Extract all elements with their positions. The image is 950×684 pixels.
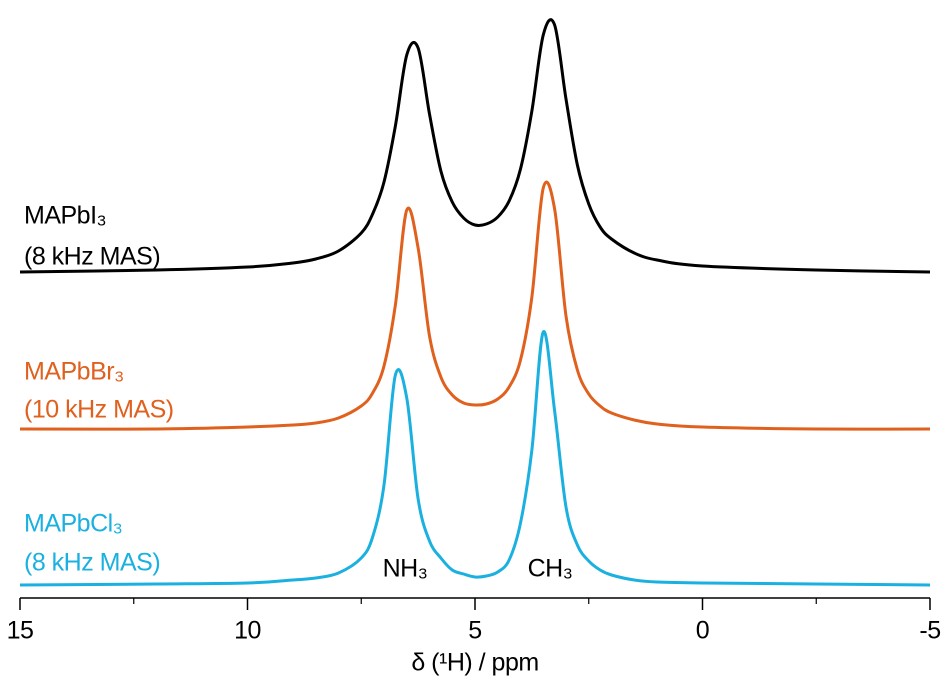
series-conditions: (8 kHz MAS) [24,549,160,577]
x-tick-label: 0 [696,617,709,645]
x-tick-label: 10 [234,617,261,645]
x-tick-label: 5 [468,617,481,645]
series-conditions: (8 kHz MAS) [24,243,160,271]
x-axis-label: δ (¹H) / ppm [411,649,538,677]
spectrum-line [19,330,931,587]
series-label: MAPbBr₃ [24,358,124,386]
series-label: MAPbI₃ [24,202,106,230]
series-label: MAPbCl₃ [24,510,122,538]
spectrum-line [19,180,931,431]
x-tick-label: 15 [7,617,34,645]
series-conditions: (10 kHz MAS) [24,396,174,424]
peak-annotation: CH₃ [528,555,573,583]
x-tick-label: -5 [919,617,940,645]
peak-annotation: NH₃ [383,555,428,583]
spectrum-line [19,18,931,274]
